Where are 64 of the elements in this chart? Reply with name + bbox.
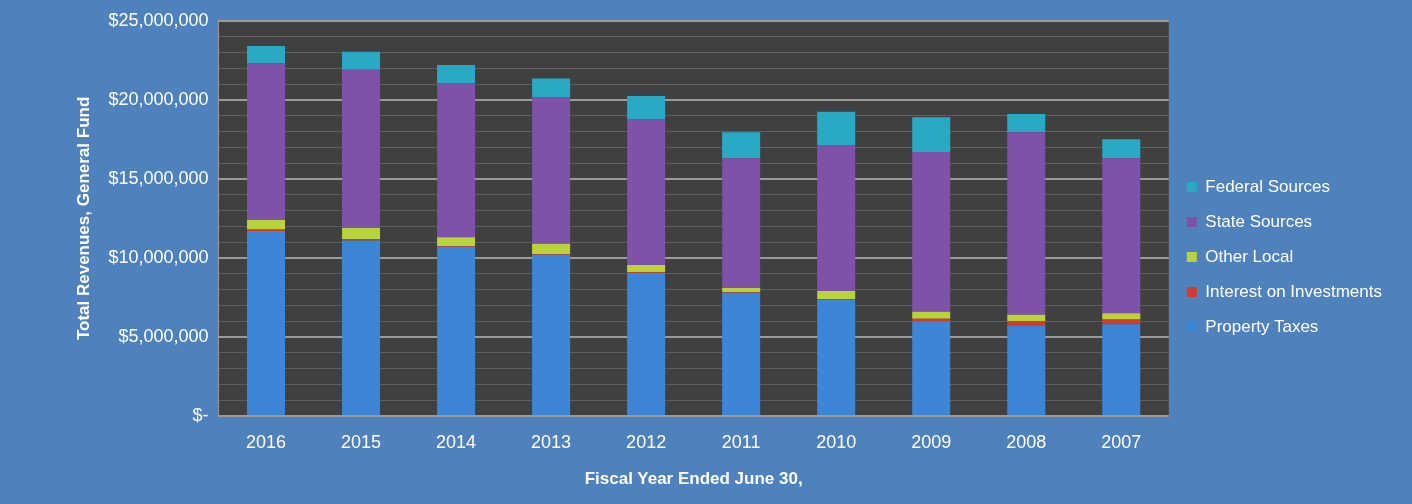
bar (532, 78, 571, 98)
x-tick-label: 2010 (816, 431, 857, 452)
bar (817, 299, 856, 415)
bar (912, 117, 951, 153)
bar (1102, 158, 1141, 314)
bar (912, 311, 951, 319)
bar (1007, 321, 1046, 326)
y-tick-label: $20,000,000 (108, 88, 209, 109)
bar (342, 69, 381, 228)
legend-label: Property Taxes (1205, 316, 1319, 336)
y-tick-label: $5,000,000 (118, 325, 209, 346)
y-tick-label: $10,000,000 (108, 246, 209, 267)
bar (437, 237, 476, 247)
x-tick-label: 2008 (1006, 431, 1047, 452)
y-axis-title: Total Revenues, General Fund (73, 96, 93, 341)
y-tick-label: $- (192, 404, 209, 425)
bar (817, 111, 856, 145)
x-tick-label: 2007 (1101, 431, 1142, 452)
bar (1007, 114, 1046, 133)
bar (532, 254, 571, 415)
bar (912, 152, 951, 312)
y-tick-label: $25,000,000 (108, 9, 209, 30)
bar (817, 144, 856, 292)
bar (247, 63, 286, 220)
bar (532, 97, 571, 244)
legend-label: Other Local (1205, 246, 1294, 266)
bar (437, 246, 476, 415)
bar (722, 158, 761, 288)
bar (342, 51, 381, 70)
bar (627, 119, 666, 266)
bar (247, 231, 286, 415)
bar (627, 272, 666, 415)
bar (247, 46, 286, 64)
bar (437, 83, 476, 238)
bar (532, 243, 571, 254)
legend-label: Federal Sources (1205, 176, 1331, 196)
x-tick-label: 2014 (436, 431, 477, 452)
x-tick-label: 2009 (911, 431, 952, 452)
bar (817, 291, 856, 300)
x-tick-label: 2015 (341, 431, 382, 452)
bar (1007, 314, 1046, 322)
bar (1102, 324, 1141, 415)
bar (1007, 325, 1046, 415)
bar (437, 65, 476, 84)
bar (722, 132, 761, 159)
bar (1007, 132, 1046, 315)
bar (627, 265, 666, 273)
bar (1102, 313, 1141, 320)
y-tick-label: $15,000,000 (108, 167, 209, 188)
x-tick-label: 2016 (245, 431, 287, 452)
bar (627, 95, 666, 120)
bar (722, 287, 761, 292)
x-tick-label: 2012 (626, 431, 667, 452)
x-tick-label: 2011 (721, 431, 761, 452)
bar (247, 219, 286, 230)
x-tick-label: 2013 (531, 431, 572, 452)
x-axis-title: Fiscal Year Ended June 30, (584, 469, 803, 489)
bar (722, 292, 761, 415)
bar (1102, 139, 1141, 159)
bar (342, 240, 381, 415)
legend-label: Interest on Investments (1205, 281, 1382, 301)
legend-label: State Sources (1205, 211, 1313, 231)
bar (912, 321, 951, 415)
bar (342, 227, 381, 239)
